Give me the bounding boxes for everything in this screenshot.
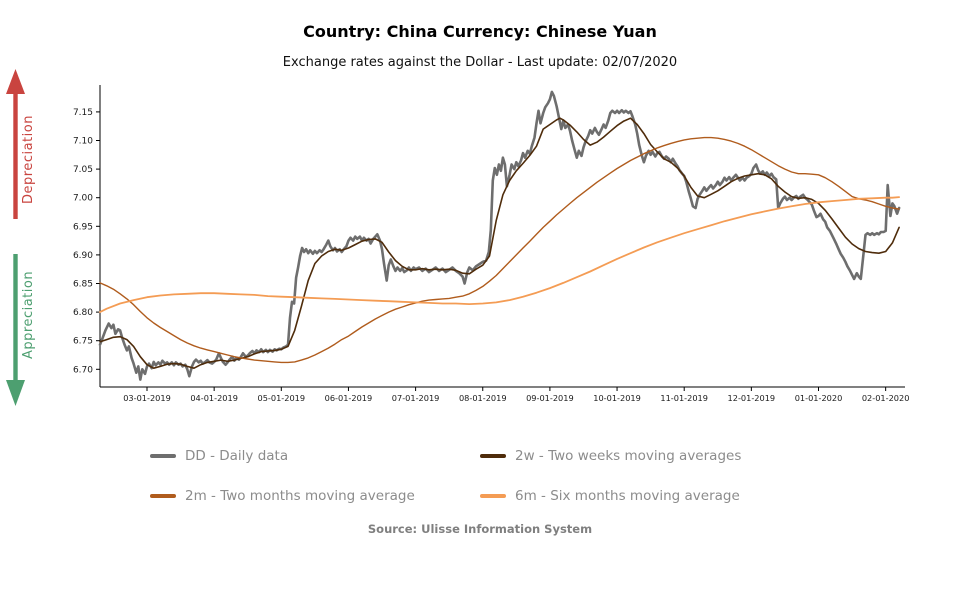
y-tick-label: 6.90 bbox=[73, 251, 93, 261]
x-tick-label: 05-01-2019 bbox=[258, 393, 306, 403]
exchange-rate-chart: 6.70 6.75 6.80 6.85 6.90 6.95 7.00 7.05 7.10 7.15… bbox=[73, 85, 910, 403]
legend-item-2w: 2w - Two weeks moving averages bbox=[480, 448, 810, 464]
x-tick-label: 12-01-2019 bbox=[728, 393, 776, 403]
y-tick-label: 6.70 bbox=[73, 365, 93, 375]
two-months-swatch-icon bbox=[150, 494, 176, 498]
y-tick-label: 7.00 bbox=[73, 194, 93, 204]
y-tick-label: 6.95 bbox=[73, 222, 93, 232]
daily-swatch-icon bbox=[150, 454, 176, 458]
x-tick-label: 01-01-2020 bbox=[795, 393, 843, 403]
page-subtitle: Exchange rates against the Dollar - Last… bbox=[282, 55, 678, 70]
x-tick-label: 03-01-2019 bbox=[123, 393, 171, 403]
legend-label-6m: 6m - Six months moving average bbox=[515, 488, 740, 504]
x-tick-label: 06-01-2019 bbox=[325, 393, 373, 403]
legend-item-2m: 2m - Two months moving average bbox=[150, 488, 480, 504]
legend-item-daily: DD - Daily data bbox=[150, 448, 480, 464]
y-tick-label: 6.80 bbox=[73, 308, 93, 318]
y-tick-label: 7.15 bbox=[73, 108, 93, 118]
x-tick-label: 10-01-2019 bbox=[593, 393, 641, 403]
y-tick-label: 7.10 bbox=[73, 137, 93, 147]
x-tick-label: 09-01-2019 bbox=[526, 393, 574, 403]
series-line-2m bbox=[99, 136, 900, 364]
legend-label-daily: DD - Daily data bbox=[185, 448, 289, 464]
x-tick-label: 11-01-2019 bbox=[660, 393, 708, 403]
x-tick-label: 02-01-2020 bbox=[862, 393, 910, 403]
two-weeks-swatch-icon bbox=[480, 454, 506, 458]
page-title: Country: China Currency: Chinese Yuan bbox=[303, 22, 657, 41]
legend-item-6m: 6m - Six months moving average bbox=[480, 488, 810, 504]
source-note: Source: Ulisse Information System bbox=[367, 522, 593, 536]
y-tick-label: 7.05 bbox=[73, 165, 93, 175]
series-line-6m bbox=[99, 196, 900, 313]
series-line-2w bbox=[99, 117, 900, 369]
x-tick-label: 07-01-2019 bbox=[392, 393, 440, 403]
series-line-dd bbox=[98, 90, 901, 381]
x-tick-label: 04-01-2019 bbox=[190, 393, 238, 403]
chart-legend: DD - Daily data 2w - Two weeks moving av… bbox=[150, 436, 810, 516]
depreciation-arrow-icon bbox=[6, 69, 25, 219]
appreciation-arrow-icon bbox=[6, 254, 25, 406]
six-months-swatch-icon bbox=[480, 494, 506, 498]
y-tick-label: 6.75 bbox=[73, 337, 93, 347]
legend-label-2w: 2w - Two weeks moving averages bbox=[515, 448, 742, 464]
y-tick-label: 6.85 bbox=[73, 280, 93, 290]
x-tick-label: 08-01-2019 bbox=[459, 393, 507, 403]
legend-label-2m: 2m - Two months moving average bbox=[185, 488, 415, 504]
